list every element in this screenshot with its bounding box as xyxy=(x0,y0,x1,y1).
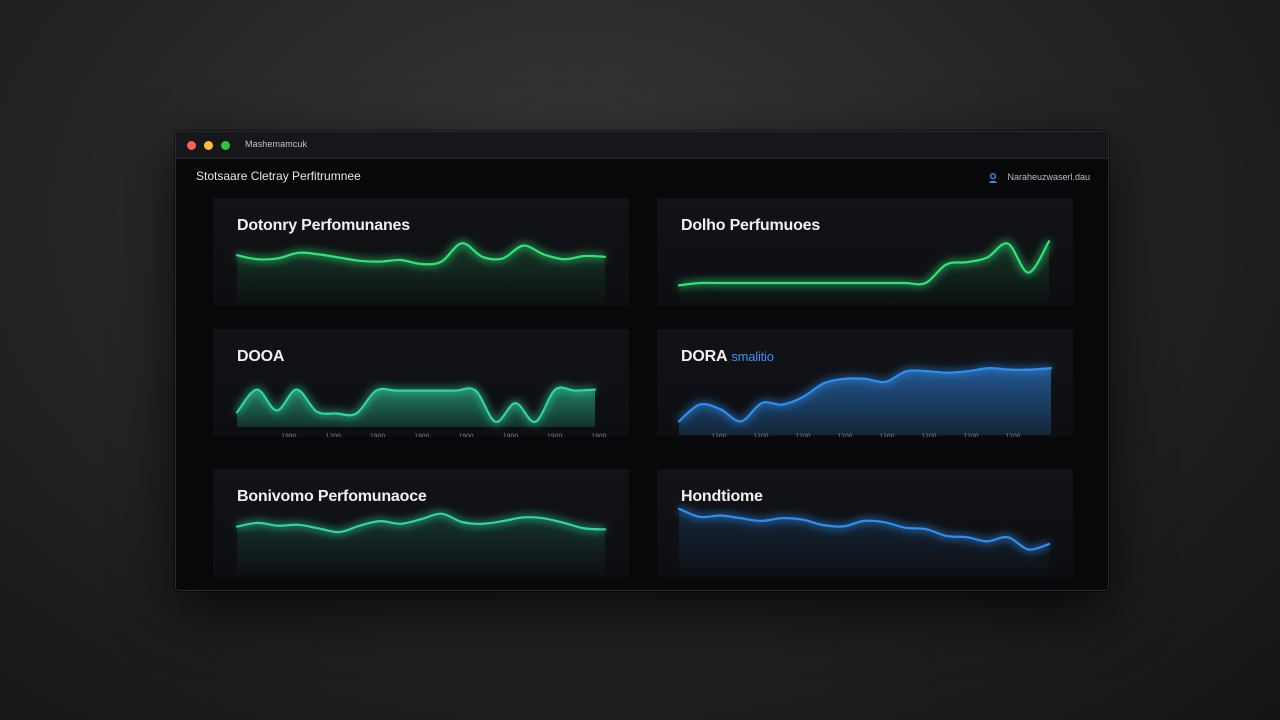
x-tick-label: 1900 xyxy=(503,433,518,437)
series-line[interactable] xyxy=(235,242,607,266)
user-label: Naraheuzwaserl.dau xyxy=(1007,172,1090,182)
series-line[interactable] xyxy=(677,507,1051,551)
card-title: DOOA xyxy=(237,348,285,365)
x-tick-label: 1900 xyxy=(370,433,385,437)
close-window-button[interactable] xyxy=(187,140,196,150)
x-tick-label: 1900 xyxy=(547,433,562,437)
series-line[interactable] xyxy=(677,240,1051,287)
x-tick-label: 1990 xyxy=(281,433,296,437)
user-menu[interactable]: Naraheuzwaserl.dau xyxy=(987,171,1090,183)
x-tick-label: 1200 xyxy=(963,433,978,437)
x-tick-label: 1200 xyxy=(837,433,852,437)
x-tick-label: 1200 xyxy=(326,433,341,437)
card-title: Dotonry Perfomunanes xyxy=(237,217,410,234)
card-title: Hondtiome xyxy=(681,488,763,505)
x-tick-label: 1200 xyxy=(795,433,810,437)
chart-bonivomo-performance xyxy=(235,510,607,577)
series-area xyxy=(237,513,605,577)
minimize-window-button[interactable] xyxy=(204,140,213,150)
chart-hondtiome xyxy=(677,505,1051,577)
card-dora-metrics[interactable]: DORA smalitio 1200 1200 1200 1200 1200 1200 120… xyxy=(657,329,1073,437)
chart-dooa: 1990 1200 1900 1900 1900 1900 1900 1900 xyxy=(234,384,607,437)
series-line[interactable] xyxy=(677,366,1053,423)
title-bar: Mashemamcuk xyxy=(176,132,1108,159)
chart-deployment-performance xyxy=(235,240,607,306)
x-tick-label: 1200 xyxy=(921,433,936,437)
x-tick-label: 1200 xyxy=(1005,433,1020,437)
chart-dora-metrics: 1200 1200 1200 1200 1200 1200 1200 1200 xyxy=(676,365,1053,437)
card-hondtiome[interactable]: Hondtiome xyxy=(657,469,1073,577)
x-tick-label: 1200 xyxy=(711,433,726,437)
dashboard-title: Stotsaare Cletray Perfitrumnee xyxy=(196,169,361,183)
series-area xyxy=(679,368,1051,435)
app-window: Mashemamcuk Stotsaare Cletray Perfitrumn… xyxy=(175,131,1109,591)
app-header: Stotsaare Cletray Perfitrumnee Naraheuzw… xyxy=(176,159,1108,195)
card-title-text: DORA xyxy=(681,348,728,365)
x-tick-label: 1900 xyxy=(591,433,606,437)
card-bonivomo-performance[interactable]: Bonivomo Perfomunaoce xyxy=(213,469,629,577)
series-area xyxy=(679,508,1049,577)
chart-dora-performance xyxy=(677,239,1052,306)
window-title: Mashemamcuk xyxy=(245,139,308,149)
card-deployment-performance[interactable]: Dotonry Perfomunanes xyxy=(213,198,629,306)
card-dora-performance[interactable]: Dolho Perfumuoes xyxy=(657,198,1073,306)
series-line[interactable] xyxy=(235,512,607,534)
x-tick-label: 1900 xyxy=(414,433,429,437)
x-tick-label: 1200 xyxy=(879,433,894,437)
user-icon[interactable] xyxy=(987,171,999,183)
maximize-window-button[interactable] xyxy=(221,140,230,150)
series-line[interactable] xyxy=(235,386,597,423)
card-dooa[interactable]: DOOA 1990 1200 1900 1900 1900 1900 1900 1900 xyxy=(213,329,629,437)
card-title: Dolho Perfumuoes xyxy=(681,217,821,234)
x-tick-label: 1200 xyxy=(753,433,768,437)
card-title: DORA smalitio xyxy=(681,348,774,366)
card-title: Bonivomo Perfomunaoce xyxy=(237,488,427,505)
card-subtitle: smalitio xyxy=(731,349,774,364)
x-tick-label: 1900 xyxy=(458,433,473,437)
series-area xyxy=(679,241,1049,306)
